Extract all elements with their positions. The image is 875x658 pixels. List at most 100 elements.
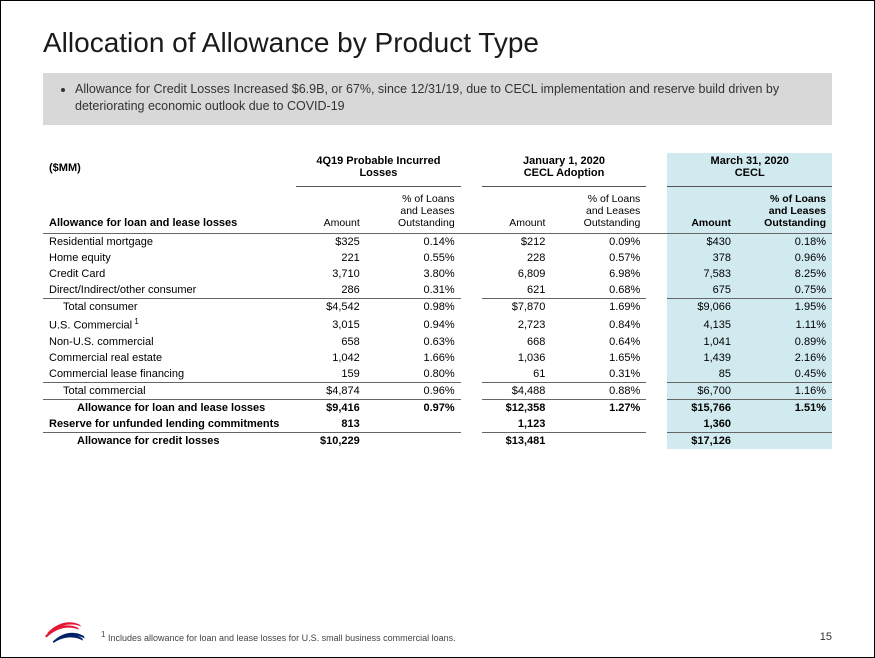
table-row: Residential mortgage$3250.14% $2120.09% $4… [43,234,832,251]
cell: $15,766 [667,399,737,416]
row-header: Allowance for loan and lease losses [43,187,296,234]
row-label: Residential mortgage [43,234,296,251]
cell: 0.31% [551,366,646,383]
cell: 1.95% [737,299,832,316]
row-label: Commercial real estate [43,350,296,366]
cell: 2.16% [737,350,832,366]
row-label: Home equity [43,250,296,266]
table-row: Credit Card3,7103.80%6,8096.98%7,5838.25… [43,266,832,282]
bofa-logo [43,615,89,643]
cell: $10,229 [296,432,366,449]
col-group-a: 4Q19 Probable IncurredLosses [296,153,461,187]
row-label: Reserve for unfunded lending commitments [43,416,296,433]
cell: 61 [482,366,552,383]
cell: $4,488 [482,382,552,399]
cell: $13,481 [482,432,552,449]
table-row: Direct/Indirect/other consumer2860.31%62… [43,282,832,299]
cell: $9,066 [667,299,737,316]
cell: 0.98% [366,299,461,316]
row-label: Total commercial [43,382,296,399]
cell: 378 [667,250,737,266]
cell: 2,723 [482,315,552,334]
cell: 0.96% [737,250,832,266]
table-row: Commercial real estate1,0421.66% 1,0361.6… [43,350,832,366]
cell [551,416,646,433]
table-row: Total consumer$4,5420.98% $7,8701.69% $9,0… [43,299,832,316]
cell: 1.51% [737,399,832,416]
page-title: Allocation of Allowance by Product Type [43,27,832,59]
cell [737,432,832,449]
row-label: Credit Card [43,266,296,282]
cell: 159 [296,366,366,383]
cell: 0.45% [737,366,832,383]
cell: 0.63% [366,334,461,350]
cell: 658 [296,334,366,350]
row-label: Non-U.S. commercial [43,334,296,350]
cell: 1.69% [551,299,646,316]
unit-label: ($MM) [43,153,296,187]
cell: $325 [296,234,366,251]
cell: $212 [482,234,552,251]
subhead-amount-b: Amount [482,187,552,234]
cell: 1.11% [737,315,832,334]
cell: 0.14% [366,234,461,251]
cell: $7,870 [482,299,552,316]
cell: 0.97% [366,399,461,416]
cell [366,416,461,433]
cell: 0.94% [366,315,461,334]
cell: 0.84% [551,315,646,334]
col-group-b: January 1, 2020CECL Adoption [482,153,647,187]
cell: 0.18% [737,234,832,251]
cell: 1,439 [667,350,737,366]
cell: $430 [667,234,737,251]
cell: 1,036 [482,350,552,366]
cell: 0.09% [551,234,646,251]
cell: 0.80% [366,366,461,383]
callout-bullet: Allowance for Credit Losses Increased $6… [75,81,818,115]
cell: 1,042 [296,350,366,366]
cell: 0.96% [366,382,461,399]
row-label: U.S. Commercial 1 [43,315,296,334]
table-row: Total commercial$4,8740.96%$4,4880.88%$6… [43,382,832,399]
subhead-pct-b: % of Loansand LeasesOutstanding [551,187,646,234]
cell: 1.65% [551,350,646,366]
cell: 6,809 [482,266,552,282]
cell: 0.89% [737,334,832,350]
col-group-c: March 31, 2020CECL [667,153,832,187]
cell: 4,135 [667,315,737,334]
cell: 621 [482,282,552,299]
table-row: Allowance for loan and lease losses$9,41… [43,399,832,416]
cell: 0.68% [551,282,646,299]
cell: $12,358 [482,399,552,416]
cell: 221 [296,250,366,266]
cell [551,432,646,449]
row-label: Allowance for loan and lease losses [43,399,296,416]
row-label: Total consumer [43,299,296,316]
cell: $9,416 [296,399,366,416]
cell: 1.66% [366,350,461,366]
cell: 0.55% [366,250,461,266]
table-row: Home equity2210.55% 2280.57% 3780.96% [43,250,832,266]
subhead-pct-a: % of Loansand LeasesOutstanding [366,187,461,234]
table-row: Reserve for unfunded lending commitments… [43,416,832,433]
row-label: Direct/Indirect/other consumer [43,282,296,299]
cell [366,432,461,449]
cell: 228 [482,250,552,266]
cell: 7,583 [667,266,737,282]
cell: 6.98% [551,266,646,282]
cell: 813 [296,416,366,433]
cell: 85 [667,366,737,383]
cell: 0.57% [551,250,646,266]
page-number: 15 [820,631,832,643]
cell: 668 [482,334,552,350]
footnote: 1 Includes allowance for loan and lease … [101,630,456,643]
subhead-amount-a: Amount [296,187,366,234]
cell: 3,710 [296,266,366,282]
cell: $4,542 [296,299,366,316]
row-label: Commercial lease financing [43,366,296,383]
cell: 0.88% [551,382,646,399]
table-row: Non-U.S. commercial6580.63%6680.64%1,041… [43,334,832,350]
table-row: Allowance for credit losses$10,229$13,48… [43,432,832,449]
cell: $17,126 [667,432,737,449]
table-row: U.S. Commercial 13,0150.94%2,7230.84%4,1… [43,315,832,334]
